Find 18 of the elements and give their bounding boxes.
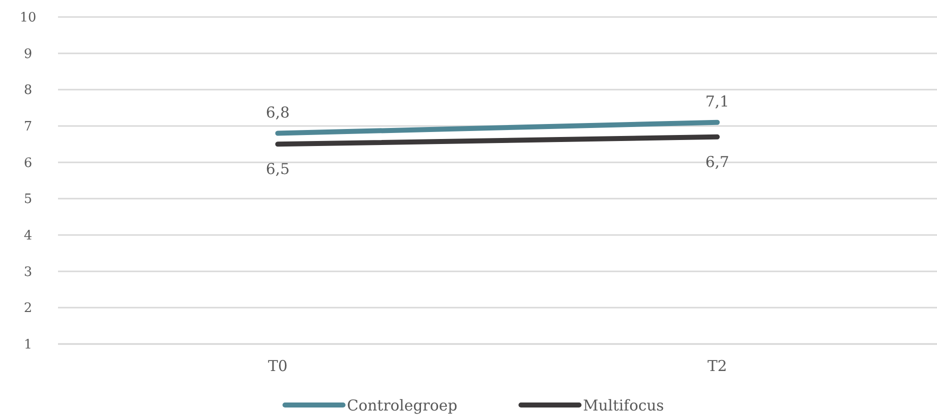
y-tick-label: 6 (24, 156, 32, 171)
x-tick-label: T2 (707, 357, 728, 375)
y-tick-label: 9 (24, 46, 32, 62)
data-label: 7,1 (705, 92, 730, 110)
y-tick-label: 7 (24, 120, 32, 135)
y-tick-label: 3 (24, 264, 32, 280)
data-label: 6,8 (266, 103, 290, 122)
y-tick-label: 5 (24, 192, 32, 208)
x-tick-label: T0 (268, 357, 288, 375)
y-tick-label: 1 (24, 338, 32, 353)
legend-label: Multifocus (583, 396, 664, 414)
data-label: 6,5 (266, 160, 290, 178)
y-tick-label: 4 (24, 228, 32, 244)
legend-label: Controlegroep (347, 396, 458, 414)
data-label: 6,7 (705, 152, 730, 171)
y-tick-label: 2 (24, 301, 32, 316)
y-tick-label: 8 (24, 83, 32, 98)
y-tick-label: 10 (20, 10, 36, 26)
